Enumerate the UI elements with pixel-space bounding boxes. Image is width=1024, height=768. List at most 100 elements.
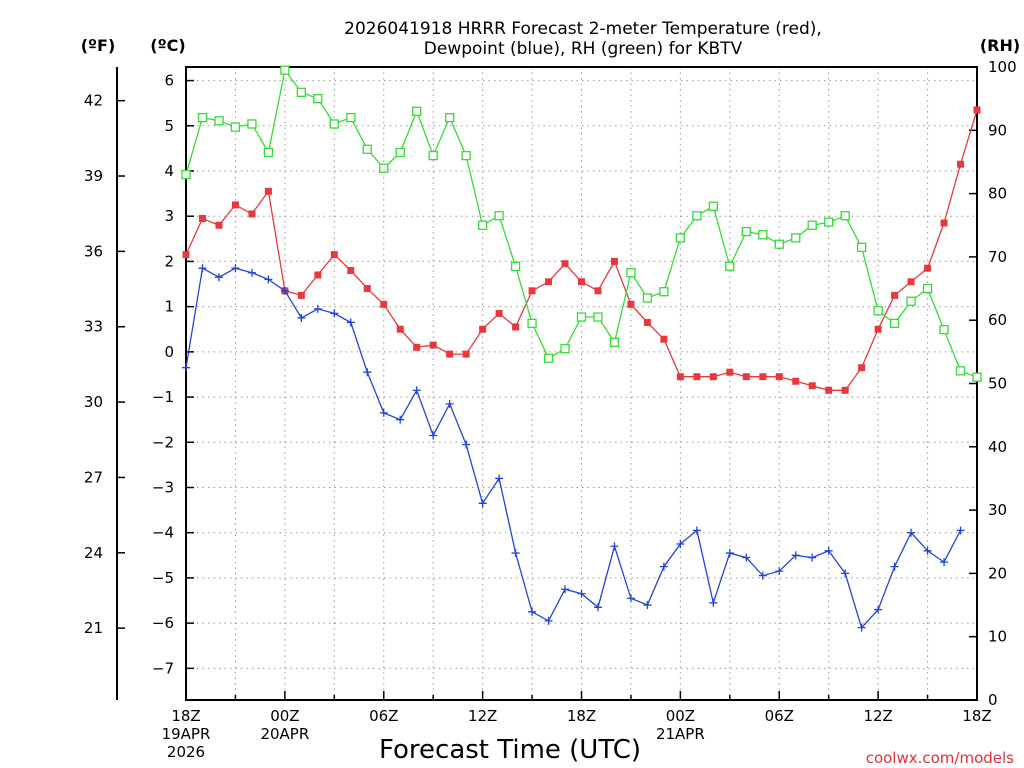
- temperature-point: [924, 264, 932, 272]
- temperature-point: [825, 386, 833, 394]
- rh-point: [247, 119, 257, 129]
- temperature-point: [957, 160, 965, 168]
- rh-point: [856, 242, 867, 253]
- celsius-tick-label: −6: [152, 614, 174, 632]
- rh-point: [807, 220, 817, 230]
- rh-point: [609, 337, 620, 348]
- credit-text: coolwx.com/models: [866, 749, 1014, 767]
- x-tick-label: 18Z: [171, 707, 200, 725]
- dewpoint-point: [659, 562, 668, 571]
- rh-unit-label: (RH): [980, 36, 1020, 55]
- celsius-tick-label: −7: [152, 659, 174, 677]
- rh-point: [412, 106, 422, 116]
- rh-point: [659, 287, 669, 297]
- dewpoint-point: [462, 440, 471, 449]
- x-tick-label: 06Z: [765, 707, 794, 725]
- rh-tick-label: 20: [988, 564, 1007, 582]
- temperature-point: [231, 201, 239, 209]
- temperature-point: [215, 221, 223, 229]
- rh-point: [329, 119, 339, 129]
- rh-tick-label: 10: [988, 628, 1007, 646]
- fahrenheit-tick-label: 30: [84, 393, 103, 411]
- dewpoint-point: [742, 553, 751, 562]
- temperature-point: [248, 210, 256, 218]
- dewpoint-point: [231, 264, 240, 273]
- rh-point: [313, 94, 323, 104]
- dewpoint-point: [544, 616, 553, 625]
- dewpoint-point: [280, 286, 289, 295]
- temperature-point: [643, 318, 651, 326]
- dewpoint-point: [593, 603, 602, 612]
- celsius-tick-label: 3: [164, 207, 174, 225]
- temperature-point: [594, 287, 602, 295]
- dewpoint-point: [363, 368, 372, 377]
- temperature-point: [676, 373, 684, 381]
- rh-point: [280, 65, 290, 75]
- rh-point: [873, 306, 883, 316]
- rh-point: [824, 217, 834, 227]
- dewpoint-point: [923, 546, 932, 555]
- temperature-point: [891, 291, 899, 299]
- x-tick-label: 21APR: [656, 725, 705, 743]
- rh-point: [906, 296, 916, 306]
- dewpoint-point: [561, 585, 570, 594]
- dewpoint-point: [758, 571, 767, 580]
- celsius-unit-label: (ºC): [150, 36, 185, 55]
- dewpoint-point: [412, 386, 421, 395]
- celsius-tick-label: −2: [152, 433, 174, 451]
- temperature-point: [462, 350, 470, 358]
- x-tick-label: 00Z: [666, 707, 695, 725]
- x-tick-label: 06Z: [369, 707, 398, 725]
- dewpoint-point: [791, 551, 800, 560]
- rh-point: [428, 150, 438, 161]
- dewpoint-point: [198, 264, 207, 273]
- dewpoint-point: [330, 309, 339, 318]
- dewpoint-point: [445, 399, 454, 408]
- x-axis-label: Forecast Time (UTC): [379, 735, 641, 765]
- x-tick-label: 18Z: [567, 707, 596, 725]
- rh-point: [395, 147, 405, 158]
- rh-point: [889, 318, 900, 329]
- celsius-tick-label: −3: [152, 478, 174, 496]
- temperature-point: [792, 377, 800, 385]
- dewpoint-point: [346, 318, 355, 327]
- temperature-point: [198, 214, 206, 222]
- temperature-point: [693, 373, 701, 381]
- temperature-point: [495, 309, 503, 317]
- temperature-point: [413, 343, 421, 351]
- rh-tick-label: 50: [988, 375, 1007, 393]
- rh-point: [774, 239, 784, 249]
- dewpoint-point: [643, 601, 652, 610]
- temperature-point: [841, 386, 849, 394]
- rh-point: [362, 144, 372, 154]
- temperature-point: [528, 287, 536, 295]
- rh-point: [593, 312, 603, 322]
- temperature-point: [297, 291, 305, 299]
- rh-point: [741, 226, 751, 237]
- dewpoint-point: [692, 526, 701, 535]
- temperature-point: [627, 300, 635, 308]
- fahrenheit-tick-label: 36: [84, 242, 103, 260]
- temperature-point: [808, 382, 816, 390]
- temperature-point: [742, 373, 750, 381]
- rh-point: [675, 233, 686, 243]
- temperature-point: [874, 325, 882, 333]
- dewpoint-point: [264, 275, 273, 284]
- rh-tick-label: 90: [988, 121, 1007, 139]
- temperature-point: [182, 251, 190, 259]
- rh-point: [576, 312, 587, 322]
- fahrenheit-tick-label: 27: [84, 468, 103, 486]
- x-tick-label: 2026: [167, 743, 205, 761]
- dewpoint-point: [725, 549, 734, 558]
- temperature-point: [578, 278, 585, 286]
- fahrenheit-tick-label: 39: [84, 167, 103, 185]
- rh-point: [972, 372, 982, 382]
- rh-point: [560, 344, 570, 354]
- rh-point: [214, 116, 224, 126]
- temperature-point: [973, 106, 981, 114]
- dewpoint-point: [247, 268, 256, 277]
- dewpoint-point: [940, 558, 949, 567]
- x-tick-label: 20APR: [260, 725, 309, 743]
- celsius-tick-label: −4: [152, 524, 174, 542]
- x-tick-label: 12Z: [863, 707, 892, 725]
